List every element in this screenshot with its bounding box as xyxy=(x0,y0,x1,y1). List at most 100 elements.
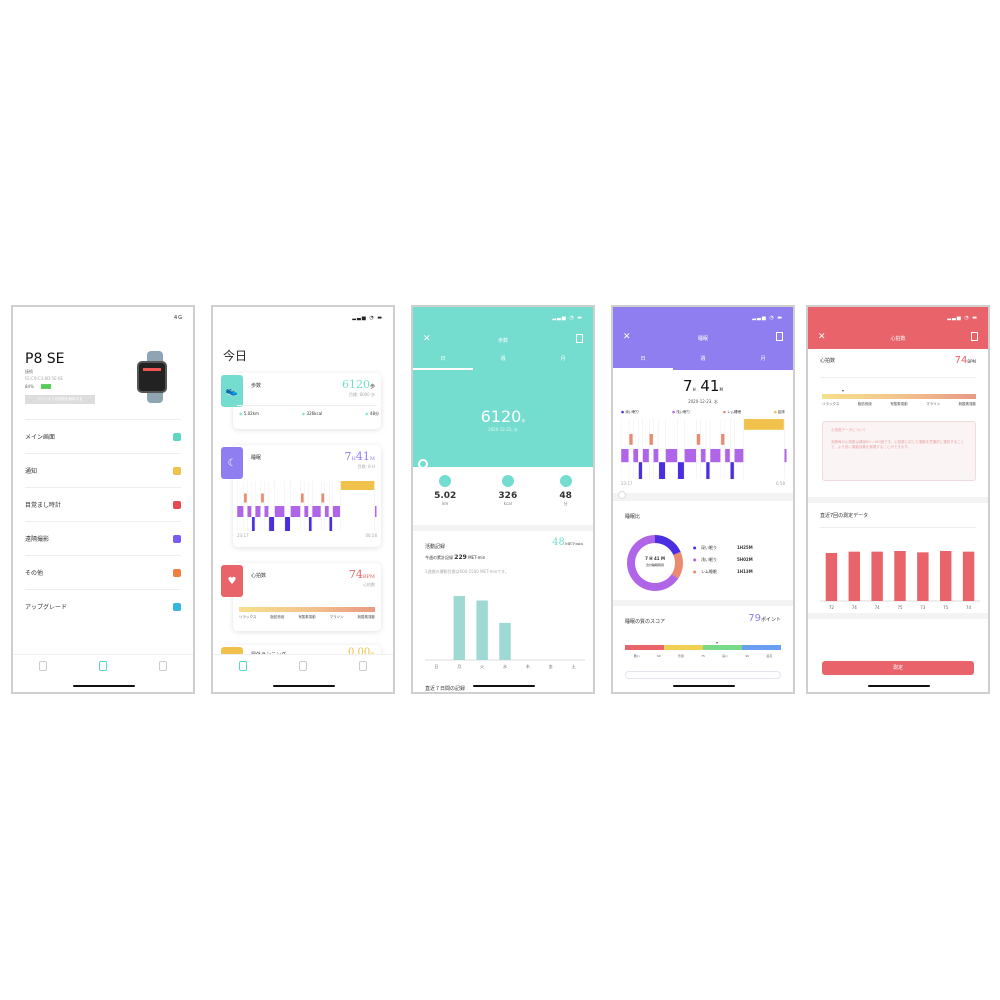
active-tab-indicator xyxy=(613,368,673,370)
menu-item-label: メイン画面 xyxy=(25,434,56,441)
device-name: P8 SE xyxy=(25,351,65,367)
sleep-segment-deep xyxy=(677,462,684,479)
sleep-segment-light xyxy=(633,449,639,463)
tab-today-icon[interactable] xyxy=(39,661,47,671)
close-icon[interactable]: ✕ xyxy=(623,332,631,342)
heart-info-box: 心拍数データについて 安静時の心拍数は通常60〜100回です。心拍数に応じた運動… xyxy=(822,421,976,481)
battery-percent: 84% xyxy=(25,384,34,389)
flame-icon xyxy=(501,475,514,487)
tab-week[interactable]: 週 xyxy=(700,356,706,362)
bar-label: 73 xyxy=(920,605,926,610)
moon-icon: ☾ xyxy=(221,447,243,479)
cloud-upload-icon xyxy=(173,602,181,611)
bar xyxy=(917,552,929,601)
message-icon xyxy=(173,466,181,475)
run-value: 0.00 xyxy=(347,647,371,658)
menu-item[interactable]: 目覚まし時計 xyxy=(25,487,181,521)
tab-profile-icon[interactable] xyxy=(159,661,167,671)
measure-button[interactable]: 測定 xyxy=(822,661,974,675)
bar-label: 月 xyxy=(457,664,461,669)
menu-item[interactable]: アップグレード xyxy=(25,589,181,623)
steps-card[interactable]: 👟 歩数 6120歩 目標: 8000 歩 ◉ 5.02km ◉ 326kcal… xyxy=(221,373,381,429)
tab-month[interactable]: 月 xyxy=(760,356,766,362)
sleep-segment-light xyxy=(312,506,321,517)
home-indicator xyxy=(473,685,535,687)
ratio-title: 睡眠比 xyxy=(625,514,641,520)
menu-item[interactable]: メイン画面 xyxy=(25,419,181,453)
sleep-segment-light xyxy=(653,449,659,463)
bar xyxy=(825,553,838,601)
sleep-segment-light xyxy=(274,506,285,517)
tab-device-icon[interactable] xyxy=(99,661,107,671)
score-label: 最高 xyxy=(766,654,773,658)
calendar-icon[interactable] xyxy=(576,334,583,343)
menu-item[interactable]: 通知 xyxy=(25,453,181,487)
sleep-card[interactable]: ☾ 睡眠 7H41M 目標: 8 H 23:17 06:58 xyxy=(221,445,381,547)
bottom-tab-bar xyxy=(13,654,193,692)
heart-card[interactable]: ♥ 心拍数 74BPM 心拍数 リラックス 脂肪燃焼 有酸素運動 マラソン 無酸素運動 xyxy=(221,563,381,631)
timeline-handle[interactable] xyxy=(618,491,626,499)
zone-label: リラックス xyxy=(239,615,257,619)
ratio-item: ● 深い眠り 1H25M xyxy=(693,545,753,550)
tab-profile-icon[interactable] xyxy=(359,661,367,671)
stat-item: 48 分 xyxy=(559,475,572,507)
menu-item-label: 通知 xyxy=(25,468,38,475)
tab-month[interactable]: 月 xyxy=(560,356,566,362)
timeline-handle[interactable] xyxy=(418,459,428,469)
menu-item-label: 目覚まし時計 xyxy=(25,502,62,509)
calendar-icon[interactable] xyxy=(971,332,978,341)
disconnect-button[interactable]: デバイスとの接続を解除する xyxy=(25,395,95,404)
bar-label: 土 xyxy=(572,663,576,669)
today-screen: ▂▃▅ ◔ ▬ 今日 👟 歩数 6120歩 目標: 8000 歩 ◉ 5.02k… xyxy=(211,305,395,694)
heart-screen: ▂▃▅ ◔ ▬ ✕ 心拍数 心拍数 74BPM ▾ リラックス 脂肪燃焼 有酸素運動… xyxy=(806,305,990,694)
calendar-icon[interactable] xyxy=(776,332,783,341)
score-label: 60 xyxy=(656,654,661,658)
calories-stat: ◉ 326kcal xyxy=(301,411,323,416)
menu-item[interactable]: 遠隔撮影 xyxy=(25,521,181,555)
sleep-header: ▂▃▅ ◔ ▬ ✕ 睡眠 日週月 xyxy=(613,307,793,370)
status-bar: 4G xyxy=(173,315,183,321)
tab-device-icon[interactable] xyxy=(299,661,307,671)
zone-label: 無酸素運動 xyxy=(357,615,375,619)
sleep-segment-light xyxy=(237,506,244,517)
sleep-segment-light xyxy=(247,506,252,517)
page-title: 今日 xyxy=(223,349,248,363)
sleep-label: 睡眠 xyxy=(251,455,262,461)
clock-icon xyxy=(559,475,572,487)
heart-zone-bar: リラックス 脂肪燃焼 有酸素運動 マラソン 無酸素運動 xyxy=(239,607,375,620)
stat-item: 5.02 km xyxy=(434,475,456,507)
sleep-segment-rem xyxy=(649,434,653,445)
sleep-goal: 目標: 8 H xyxy=(357,464,375,469)
score-title: 睡眠の質のスコア xyxy=(625,619,666,625)
sleep-segment-light xyxy=(665,449,678,463)
tab-day[interactable]: 日 xyxy=(640,356,646,362)
close-icon[interactable]: ✕ xyxy=(423,334,431,344)
menu-item[interactable]: その他 xyxy=(25,555,181,589)
sleep-segment-light xyxy=(700,449,706,463)
tab-today-icon[interactable] xyxy=(239,661,247,671)
sleep-end: 6:58 xyxy=(776,481,785,486)
close-icon[interactable]: ✕ xyxy=(818,332,826,342)
time-stat: ◉ 48分 xyxy=(365,411,379,416)
zone-label: マラソン xyxy=(926,402,941,406)
smartwatch-image xyxy=(133,351,177,403)
bar-label: 74 xyxy=(966,605,972,610)
sleep-segment-deep xyxy=(706,462,710,479)
tab-day[interactable]: 日 xyxy=(440,356,446,362)
bar xyxy=(476,600,488,660)
steps-unit: 歩 xyxy=(369,384,375,390)
sleep-screen: ▂▃▅ ◔ ▬ ✕ 睡眠 日週月 7H 41M 2020-12-23, 水 ● … xyxy=(611,305,795,694)
sleep-segment-rem xyxy=(321,493,325,503)
date-label: 2020-12-23, 水 xyxy=(688,399,718,404)
bar-label: 74 xyxy=(875,605,881,610)
sleep-hypnogram xyxy=(237,481,377,531)
steps-screen: ▂▃▅ ◔ ▬ ✕ 歩数 日週月 6120歩 2020-12-23, 水 5.0… xyxy=(411,305,595,694)
tab-week[interactable]: 週 xyxy=(500,356,506,362)
bar-label: 75 xyxy=(897,605,903,610)
bar-label: 72 xyxy=(829,605,835,610)
sleep-segment-awake xyxy=(743,419,784,430)
sleep-segment-deep xyxy=(284,517,290,531)
date-label: 2020-12-23, 水 xyxy=(488,427,518,432)
battery-icon xyxy=(41,384,51,389)
heart-header: ▂▃▅ ◔ ▬ ✕ 心拍数 xyxy=(808,307,988,349)
